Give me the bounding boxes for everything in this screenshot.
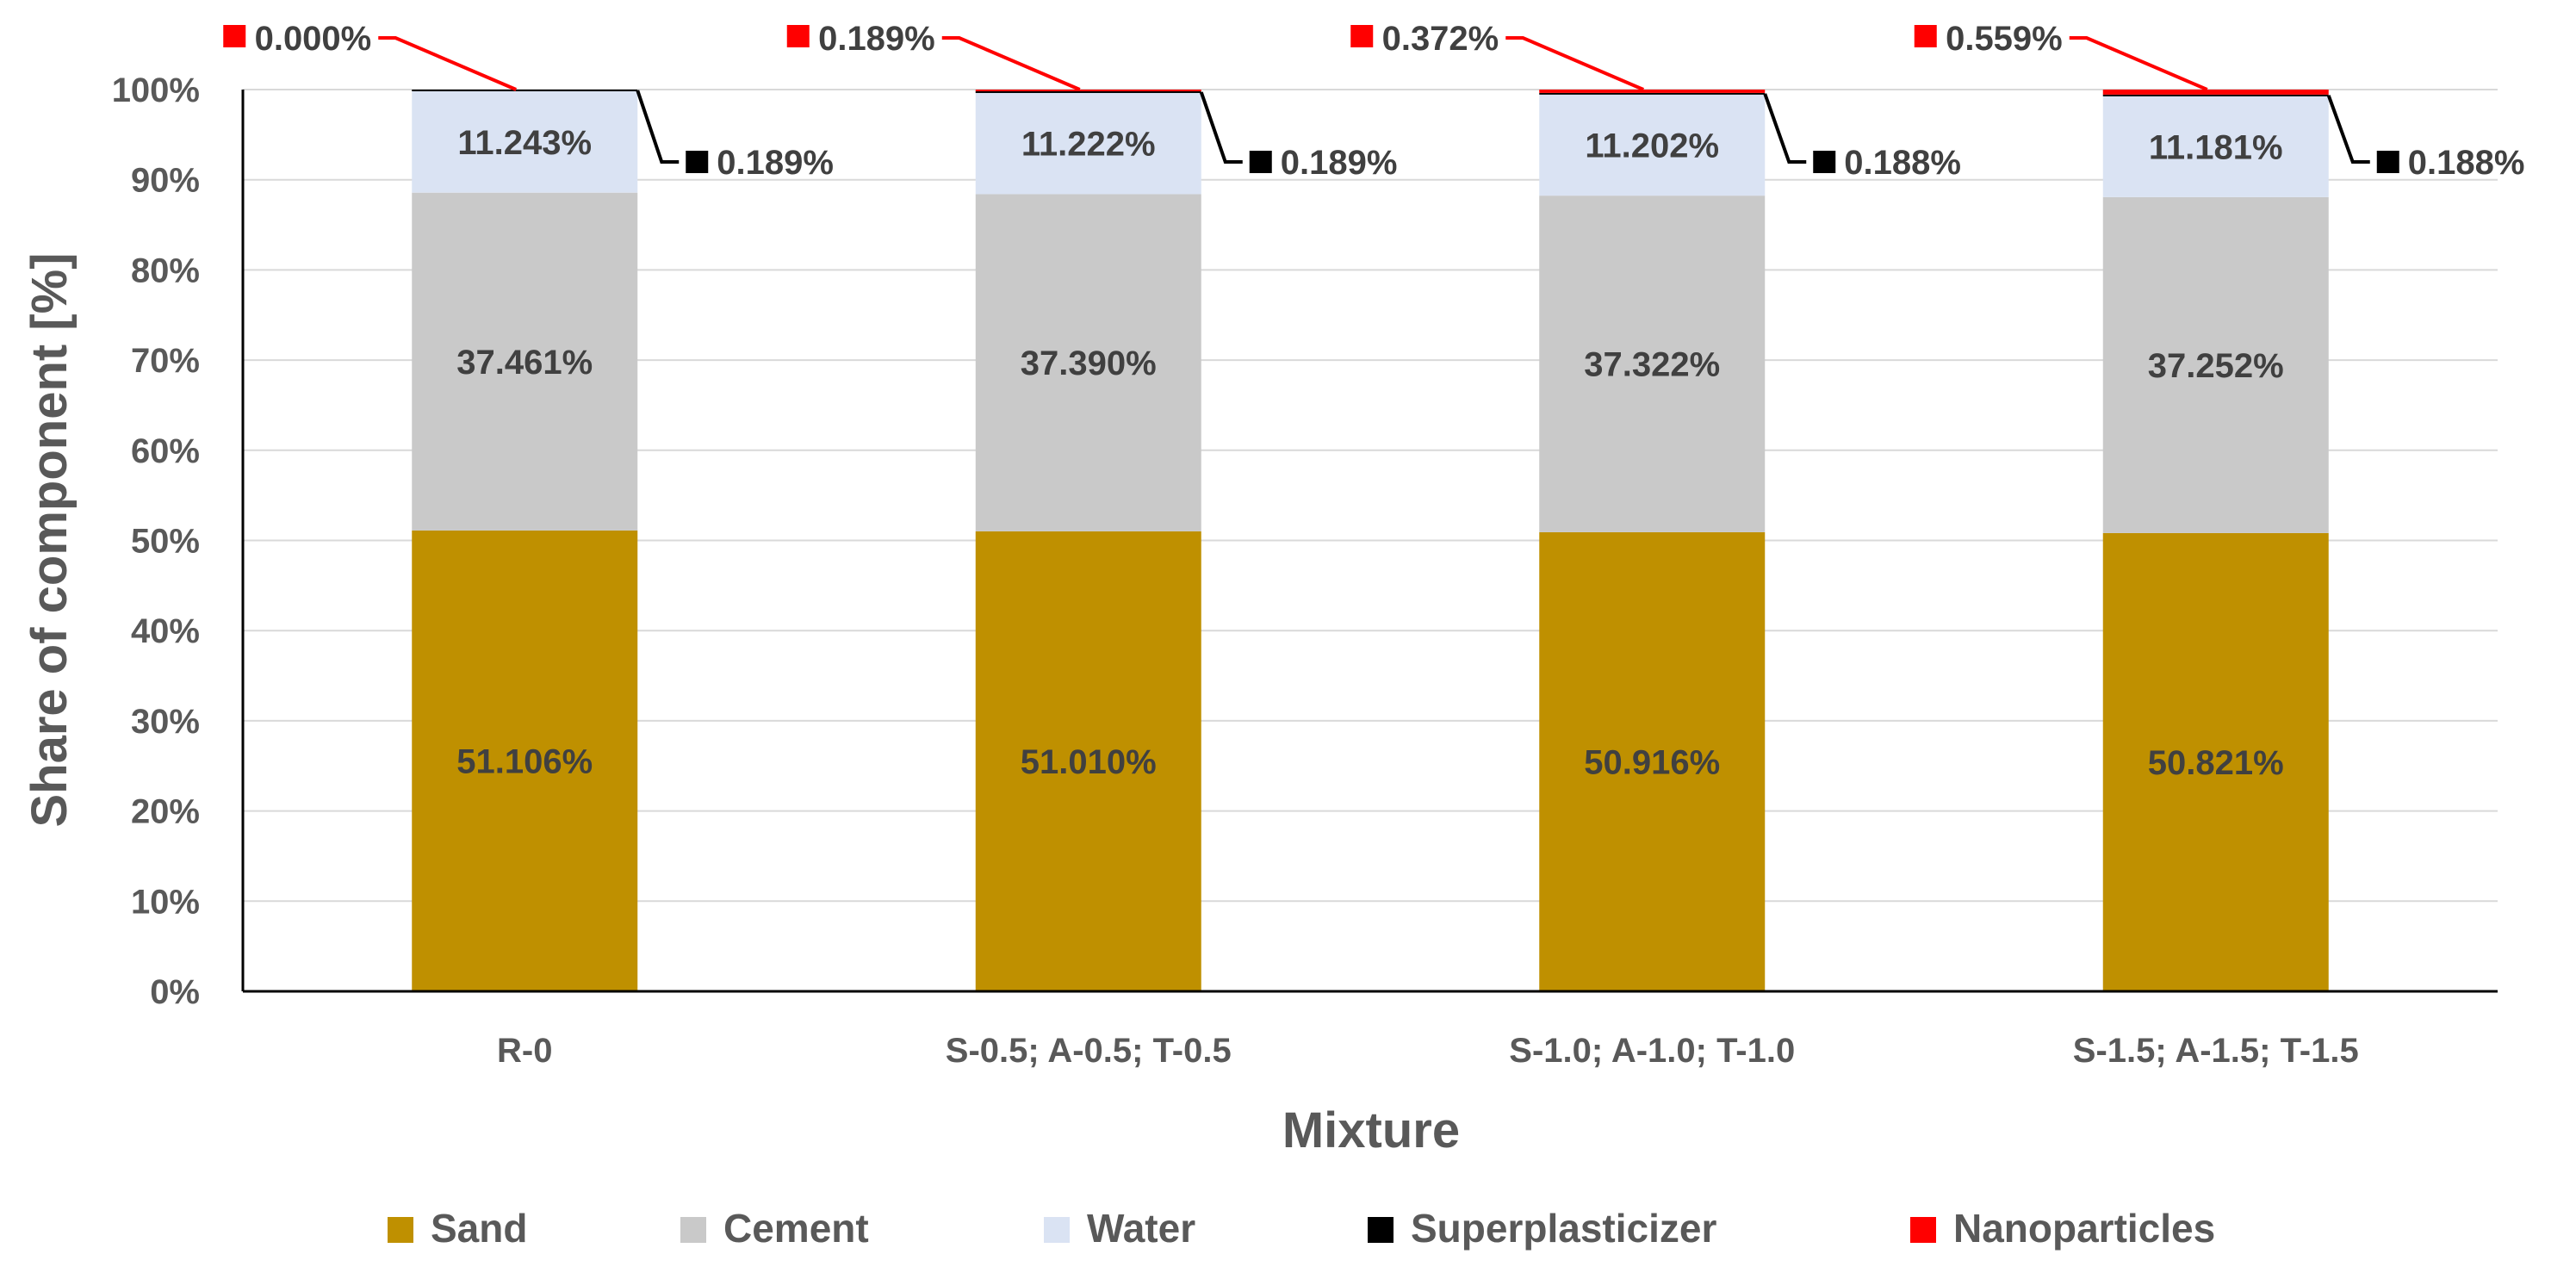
data-label: 51.010% [1021, 743, 1157, 781]
x-tick-label: S-1.0; A-1.0; T-1.0 [1509, 1032, 1795, 1070]
callout-leader-superplasticizer [2326, 95, 2370, 164]
data-label-nanoparticles: 0.000% [255, 20, 372, 58]
legend-swatch-nanoparticles [1910, 1217, 1936, 1243]
legend-swatch-superplasticizer [1368, 1217, 1394, 1243]
callout-leader-superplasticizer [1199, 91, 1243, 164]
legend-label-superplasticizer: Superplasticizer [1411, 1206, 1716, 1251]
y-tick-label: 20% [131, 793, 200, 831]
y-tick-label: 70% [131, 342, 200, 380]
bar-segment-nanoparticles [975, 90, 1201, 91]
callout-marker-superplasticizer [2376, 151, 2399, 173]
data-label: 11.243% [457, 124, 592, 162]
callout-marker-nanoparticles [786, 25, 810, 47]
data-label-nanoparticles: 0.189% [818, 20, 935, 58]
callout-marker-superplasticizer [686, 151, 709, 173]
data-label-nanoparticles: 0.372% [1382, 20, 1499, 58]
data-label: 50.916% [1584, 743, 1720, 781]
callout-leader-superplasticizer [1763, 93, 1807, 164]
bar-segment-sand [412, 530, 638, 991]
x-tick-label: S-1.5; A-1.5; T-1.5 [2073, 1032, 2359, 1070]
y-tick-label: 90% [131, 162, 200, 200]
legend-label-nanoparticles: Nanoparticles [1953, 1206, 2215, 1251]
legend: Sand Cement Water Superplasticizer Nanoparti… [388, 1206, 2215, 1251]
y-tick-label: 100% [112, 71, 200, 109]
legend-label-cement: Cement [723, 1206, 869, 1251]
legend-swatch-cement [680, 1217, 706, 1243]
y-tick-label: 0% [150, 973, 200, 1011]
x-tick-label: S-0.5; A-0.5; T-0.5 [946, 1032, 1232, 1070]
legend-label-sand: Sand [431, 1206, 527, 1251]
y-tick-label: 30% [131, 703, 200, 741]
callout-marker-superplasticizer [1249, 151, 1272, 173]
legend-label-water: Water [1087, 1206, 1195, 1251]
bar-segment-cement [975, 194, 1201, 531]
y-tick-label: 10% [131, 883, 200, 921]
bar-segment-water [975, 92, 1201, 195]
bar-segment-sand [1539, 531, 1766, 991]
x-axis-title: Mixture [1282, 1102, 1460, 1158]
bar-segment-nanoparticles [2102, 90, 2329, 95]
bar-segment-cement [412, 192, 638, 531]
y-tick-label: 60% [131, 432, 200, 470]
bar-segment-water [2102, 96, 2329, 197]
data-label-superplasticizer: 0.188% [1844, 144, 1961, 182]
data-labels: 51.106% 37.461% 11.243% 0.189% 0.000% 51.010%… [223, 20, 2524, 782]
data-label: 37.461% [456, 344, 593, 382]
legend-swatch-water [1044, 1217, 1070, 1243]
callout-marker-nanoparticles [223, 25, 246, 47]
bar-segment-superplasticizer [975, 90, 1201, 93]
data-label-superplasticizer: 0.189% [1281, 144, 1398, 182]
bar-segment-nanoparticles [1539, 90, 1766, 93]
bars [412, 90, 2329, 991]
data-label: 37.252% [2148, 347, 2284, 385]
callout-marker-nanoparticles [1350, 25, 1374, 47]
data-label: 11.181% [2149, 128, 2283, 166]
data-label: 37.322% [1584, 346, 1720, 384]
data-label: 11.202% [1585, 127, 1719, 165]
bar-segment-cement [2102, 196, 2329, 533]
bar-segment-superplasticizer [1539, 92, 1766, 95]
y-tick-label: 40% [131, 612, 200, 650]
bar-segment-sand [2102, 532, 2329, 991]
bar-segment-cement [1539, 196, 1766, 532]
callout-leader-nanoparticles [941, 36, 1081, 91]
callout-leader-superplasticizer [636, 90, 680, 164]
bar-segment-superplasticizer [412, 90, 638, 91]
axes: 0% 10% 20% 30% 40% 50% 60% 70% 80% 90% 100% R-0 S-0.… [112, 71, 2498, 1070]
bar-segment-water [1539, 94, 1766, 196]
legend-swatch-sand [388, 1217, 413, 1243]
callout-leader-nanoparticles [378, 36, 518, 91]
callout-leader-nanoparticles [2069, 36, 2208, 91]
data-label: 51.106% [456, 742, 593, 780]
data-label: 37.390% [1021, 345, 1157, 382]
data-label-superplasticizer: 0.189% [717, 144, 834, 182]
bar-segment-water [412, 90, 638, 193]
data-label-superplasticizer: 0.188% [2408, 144, 2525, 182]
y-axis-title: Share of component [%] [22, 252, 78, 827]
callout-marker-superplasticizer [1813, 151, 1836, 173]
data-label: 50.821% [2148, 744, 2284, 782]
x-tick-label: R-0 [497, 1032, 552, 1070]
bar-segment-superplasticizer [2102, 94, 2329, 96]
y-tick-label: 80% [131, 251, 200, 289]
y-tick-label: 50% [131, 523, 200, 561]
data-label-nanoparticles: 0.559% [1946, 20, 2063, 58]
callout-leader-nanoparticles [1505, 36, 1645, 91]
data-label: 11.222% [1021, 126, 1156, 164]
callout-marker-nanoparticles [1914, 25, 1937, 47]
bar-segment-sand [975, 531, 1201, 991]
